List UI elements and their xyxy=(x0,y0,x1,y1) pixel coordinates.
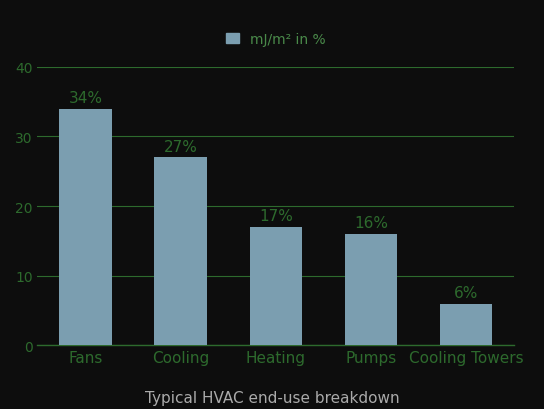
Text: 16%: 16% xyxy=(354,216,388,231)
Text: Typical HVAC end-use breakdown: Typical HVAC end-use breakdown xyxy=(145,390,399,405)
Bar xyxy=(154,158,207,346)
Text: 6%: 6% xyxy=(454,285,478,301)
Bar xyxy=(345,234,397,346)
Bar xyxy=(440,304,492,346)
Text: 34%: 34% xyxy=(69,91,102,106)
Legend: mJ/m² in %: mJ/m² in % xyxy=(226,33,325,47)
Text: 27%: 27% xyxy=(164,139,197,155)
Bar xyxy=(59,109,112,346)
Bar xyxy=(250,227,302,346)
Text: 17%: 17% xyxy=(259,209,293,224)
